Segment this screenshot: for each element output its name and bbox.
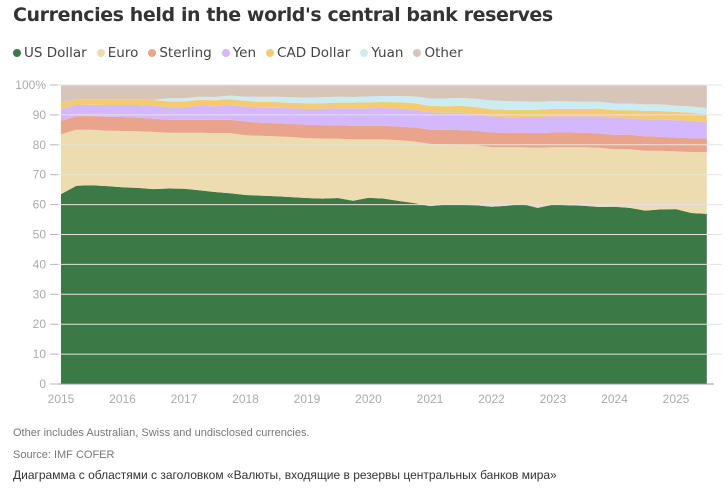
- y-tick-label: 10: [33, 347, 47, 361]
- area-yuan: [61, 95, 707, 115]
- legend-swatch: [13, 49, 21, 57]
- legend: US Dollar Euro Sterling Yen CAD Dollar Yuan Ot…: [13, 45, 463, 61]
- legend-swatch: [266, 49, 275, 57]
- legend-label: Euro: [107, 45, 139, 61]
- legend-swatch: [360, 49, 369, 57]
- x-tick-label: 2018: [232, 392, 259, 406]
- x-tick-label: 2015: [48, 392, 75, 406]
- legend-item: CAD Dollar: [266, 45, 350, 61]
- y-tick-label: 20: [33, 317, 47, 331]
- legend-item: Euro: [96, 45, 139, 61]
- legend-label: US Dollar: [24, 45, 87, 61]
- legend-item: Sterling: [148, 45, 212, 61]
- y-tick-label: 30: [33, 287, 47, 301]
- legend-item: Yen: [221, 45, 257, 61]
- legend-swatch: [96, 49, 105, 57]
- area-cad-dollar: [61, 99, 707, 123]
- area-sterling: [61, 116, 707, 153]
- legend-label: CAD Dollar: [277, 45, 351, 61]
- legend-label: Yen: [232, 45, 257, 61]
- area-euro: [61, 129, 707, 214]
- source-note: Source: IMF COFER: [13, 449, 115, 461]
- chart-title: Currencies held in the world's central b…: [13, 4, 553, 26]
- legend-label: Other: [424, 45, 463, 61]
- stacked-area-chart: 0 10 20 30 40 50 60 70 80 90 100% 2015 2016 2017 2018 2…: [15, 78, 722, 406]
- legend-item: Other: [413, 45, 463, 61]
- x-tick-label: 2023: [540, 392, 567, 406]
- legend-label: Yuan: [371, 45, 404, 61]
- legend-label: Sterling: [159, 45, 212, 61]
- x-tick-label: 2025: [663, 392, 690, 406]
- y-tick-label: 90: [33, 108, 47, 122]
- y-tick-label: 80: [33, 138, 47, 152]
- legend-item: US Dollar: [13, 45, 87, 61]
- legend-swatch: [221, 49, 230, 57]
- legend-swatch: [413, 49, 422, 57]
- chart-description: Диаграмма с областями с заголовком «Валю…: [13, 468, 557, 482]
- x-tick-label: 2020: [355, 392, 382, 406]
- y-tick-label: 0: [39, 377, 46, 391]
- y-tick-label: 70: [33, 168, 47, 182]
- area-yen: [61, 104, 707, 139]
- y-tick-label: 100%: [15, 78, 46, 92]
- legend-swatch: [148, 49, 157, 57]
- area-other: [61, 85, 707, 108]
- y-tick-label: 50: [33, 228, 47, 242]
- legend-item: Yuan: [360, 45, 403, 61]
- x-tick-label: 2019: [294, 392, 321, 406]
- x-tick-label: 2024: [601, 392, 628, 406]
- x-tick-label: 2016: [109, 392, 136, 406]
- x-tick-label: 2017: [171, 392, 198, 406]
- x-tick-label: 2021: [417, 392, 444, 406]
- y-tick-label: 40: [33, 257, 47, 271]
- note-other: Other includes Australian, Swiss and und…: [13, 427, 310, 439]
- x-tick-label: 2022: [478, 392, 505, 406]
- y-tick-label: 60: [33, 198, 47, 212]
